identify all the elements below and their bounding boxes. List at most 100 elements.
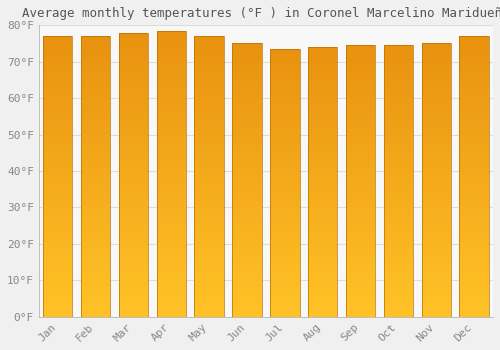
Bar (156, 99, 186, 102)
Bar (346, 62, 376, 64)
Bar (43, 255, 72, 258)
Bar (194, 306, 224, 308)
Bar (346, 268, 376, 271)
Bar (270, 167, 300, 169)
Bar (308, 66, 338, 69)
Bar (232, 240, 262, 243)
Bar (346, 208, 376, 211)
Bar (422, 175, 451, 177)
Bar (460, 106, 489, 109)
Bar (156, 162, 186, 165)
Bar (194, 314, 224, 317)
Bar (43, 129, 72, 132)
Bar (81, 36, 110, 317)
Bar (460, 67, 489, 70)
Bar (460, 115, 489, 118)
Bar (156, 45, 186, 48)
Bar (43, 160, 72, 162)
Bar (460, 134, 489, 137)
Bar (81, 308, 110, 311)
Bar (308, 190, 338, 193)
Bar (460, 176, 489, 179)
Bar (422, 295, 451, 298)
Bar (308, 255, 338, 258)
Bar (270, 49, 300, 52)
Bar (194, 151, 224, 154)
Bar (156, 300, 186, 302)
Bar (43, 70, 72, 73)
Bar (156, 257, 186, 260)
Bar (308, 163, 338, 166)
Bar (308, 268, 338, 271)
Bar (346, 195, 376, 197)
Bar (384, 276, 413, 279)
Bar (156, 280, 186, 282)
Bar (346, 159, 376, 162)
Bar (460, 244, 489, 247)
Bar (81, 78, 110, 81)
Bar (81, 67, 110, 70)
Bar (118, 141, 148, 144)
Bar (308, 314, 338, 317)
Bar (156, 48, 186, 51)
Bar (270, 57, 300, 60)
Bar (270, 180, 300, 183)
Bar (81, 292, 110, 294)
Bar (384, 86, 413, 89)
Bar (384, 227, 413, 230)
Bar (81, 129, 110, 132)
Bar (270, 113, 300, 116)
Bar (118, 314, 148, 317)
Bar (346, 151, 376, 154)
Bar (232, 235, 262, 238)
Bar (156, 94, 186, 97)
Bar (422, 303, 451, 306)
Bar (384, 249, 413, 252)
Bar (422, 268, 451, 270)
Bar (346, 224, 376, 227)
Bar (232, 172, 262, 175)
Bar (43, 308, 72, 311)
Bar (232, 57, 262, 60)
Bar (232, 276, 262, 279)
Bar (156, 274, 186, 277)
Bar (270, 186, 300, 188)
Bar (384, 102, 413, 105)
Bar (194, 62, 224, 64)
Bar (270, 226, 300, 229)
Bar (194, 289, 224, 292)
Bar (308, 174, 338, 177)
Bar (232, 279, 262, 281)
Bar (232, 218, 262, 221)
Bar (194, 98, 224, 101)
Bar (346, 111, 376, 113)
Bar (308, 260, 338, 263)
Bar (308, 201, 338, 204)
Bar (460, 264, 489, 266)
Bar (232, 169, 262, 172)
Bar (194, 311, 224, 314)
Bar (384, 252, 413, 254)
Bar (460, 50, 489, 53)
Bar (118, 92, 148, 95)
Bar (232, 186, 262, 188)
Bar (118, 38, 148, 41)
Bar (118, 180, 148, 183)
Bar (43, 199, 72, 202)
Bar (156, 160, 186, 162)
Bar (118, 172, 148, 175)
Bar (346, 252, 376, 254)
Bar (384, 246, 413, 249)
Bar (384, 111, 413, 113)
Bar (346, 233, 376, 235)
Bar (194, 148, 224, 151)
Bar (384, 154, 413, 157)
Bar (43, 90, 72, 92)
Bar (346, 100, 376, 102)
Bar (346, 108, 376, 111)
Bar (346, 168, 376, 170)
Bar (308, 282, 338, 285)
Bar (422, 259, 451, 262)
Bar (384, 189, 413, 192)
Bar (460, 213, 489, 216)
